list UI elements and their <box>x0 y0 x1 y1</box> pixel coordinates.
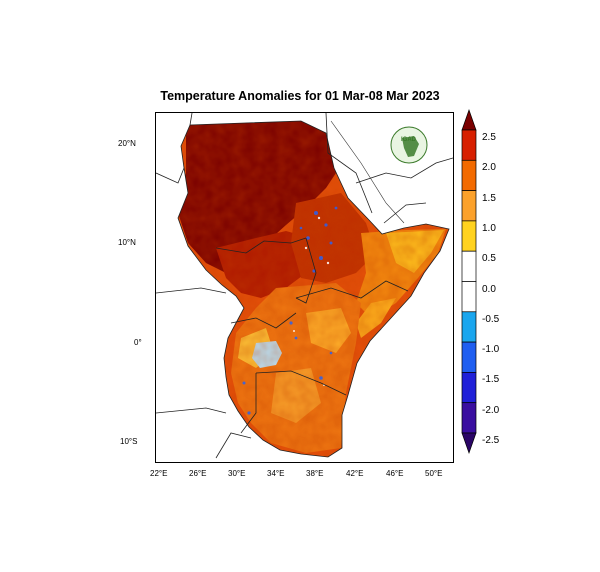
colorbar-segment <box>461 311 477 343</box>
colorbar-segment <box>461 220 477 252</box>
lon-tick-label: 30°E <box>228 469 246 478</box>
colorbar-segment <box>461 159 477 191</box>
colorbar-label: 0.5 <box>482 253 496 264</box>
lat-tick-label: 10°N <box>118 238 136 247</box>
colorbar-segment <box>461 402 477 434</box>
lon-tick-label: 46°E <box>386 469 404 478</box>
lon-tick-label: 50°E <box>425 469 443 478</box>
lon-tick-label: 38°E <box>306 469 324 478</box>
colorbar-bottom-arrow <box>461 432 477 455</box>
lon-tick-label: 42°E <box>346 469 364 478</box>
country-borders <box>156 113 453 459</box>
lat-tick-label: 10°S <box>120 437 138 446</box>
map-panel <box>155 112 454 463</box>
colorbar-label: 1.5 <box>482 193 496 204</box>
logo-text: IGAD <box>401 137 416 143</box>
colorbar-label: 2.5 <box>482 132 496 143</box>
colorbar-label: -2.0 <box>482 405 500 416</box>
colorbar-label: -0.5 <box>482 314 500 325</box>
colorbar-label: 2.0 <box>482 162 496 173</box>
colorbar-segment <box>461 281 477 313</box>
colorbar-segment <box>461 129 477 161</box>
colorbar-label: -1.0 <box>482 344 500 355</box>
lon-tick-label: 26°E <box>189 469 207 478</box>
colorbar-label: -1.5 <box>482 374 500 385</box>
colorbar-segment <box>461 341 477 373</box>
lon-tick-label: 22°E <box>150 469 168 478</box>
colorbar-top-arrow <box>461 108 477 131</box>
colorbar <box>461 108 477 455</box>
colorbar-segment <box>461 372 477 404</box>
colorbar-segment <box>461 250 477 282</box>
colorbar-label: 0.0 <box>482 284 496 295</box>
colorbar-segment <box>461 190 477 222</box>
colorbar-label: -2.5 <box>482 435 500 446</box>
colorbar-label: 1.0 <box>482 223 496 234</box>
lon-tick-label: 34°E <box>267 469 285 478</box>
anomaly-map <box>156 113 453 459</box>
lat-tick-label: 20°N <box>118 139 136 148</box>
igad-logo-icon: IGAD <box>386 124 432 166</box>
map-title: Temperature Anomalies for 01 Mar-08 Mar … <box>160 89 440 103</box>
lat-tick-label: 0° <box>134 338 142 347</box>
